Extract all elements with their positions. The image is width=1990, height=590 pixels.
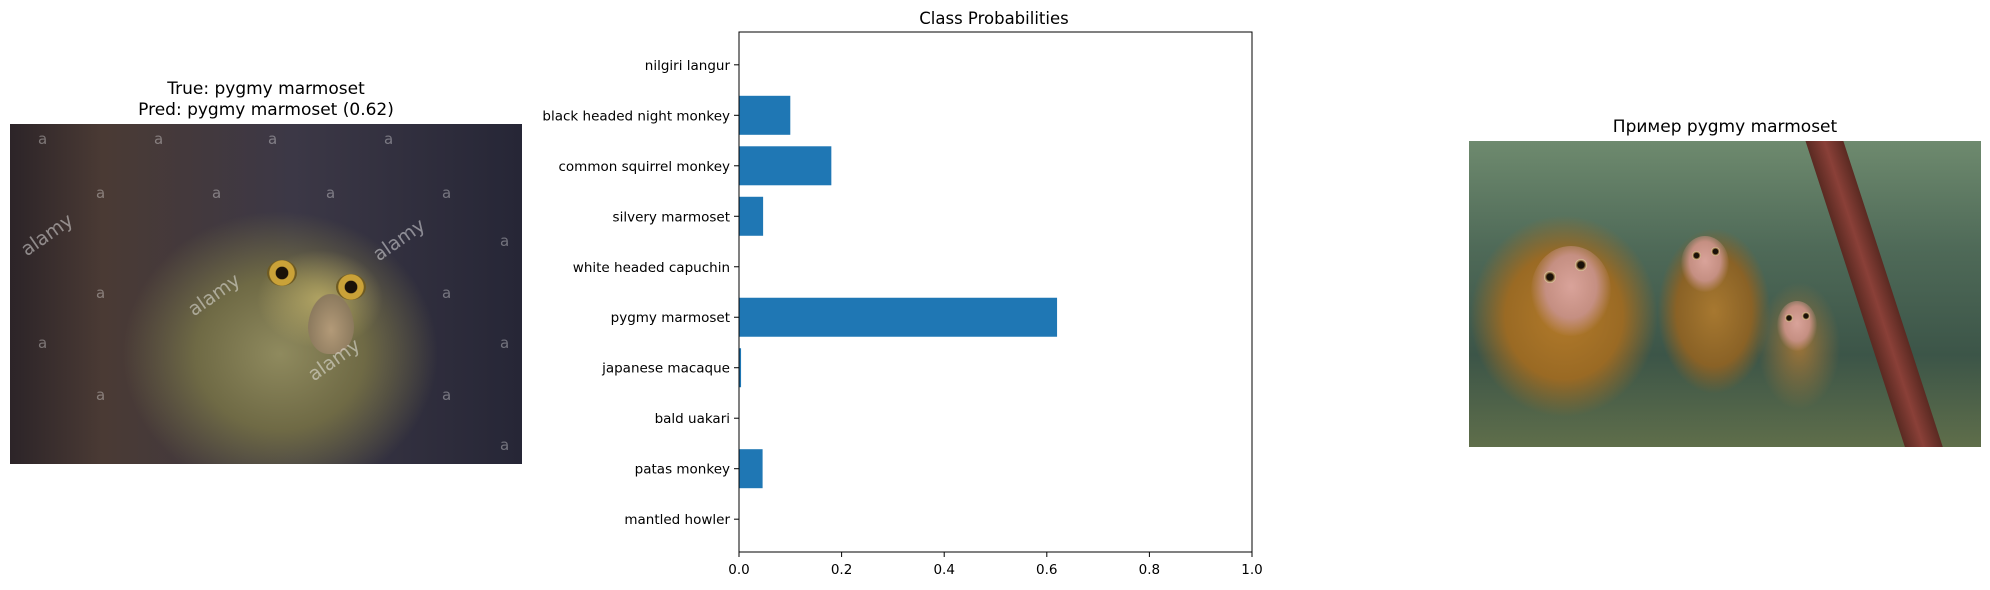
marmoset-nose <box>308 294 354 354</box>
marmoset-eye <box>1692 251 1701 260</box>
tree-branch <box>1799 141 1951 447</box>
marmoset-eye <box>1711 247 1720 256</box>
bar-black-headed-night-monkey <box>739 95 791 135</box>
watermark-letter: a <box>500 436 510 454</box>
marmoset-eye <box>1785 314 1793 322</box>
watermark-letter: a <box>326 184 336 202</box>
watermark-letter: a <box>442 386 452 404</box>
x-tick-label: 1.0 <box>1241 562 1262 578</box>
marmoset-face <box>1531 246 1611 336</box>
input-image: alamy alamy alamy alamy a a a a a a a a … <box>10 124 522 464</box>
bar-common-squirrel-monkey <box>739 146 832 186</box>
marmoset-eye <box>1802 312 1810 320</box>
watermark-letter: a <box>500 232 510 250</box>
watermark-letter: a <box>96 184 106 202</box>
bars-layer <box>739 95 1058 489</box>
watermark-letter: a <box>96 386 106 404</box>
bar-patas-monkey <box>739 449 763 489</box>
y-tick-label: japanese macaque <box>601 361 730 377</box>
watermark-letter: a <box>154 130 164 148</box>
y-tick-label: silvery marmoset <box>613 209 730 225</box>
marmoset-eye <box>1544 271 1556 283</box>
bar-silvery-marmoset <box>739 196 764 236</box>
marmoset-eye <box>1575 259 1587 271</box>
watermark-letter: a <box>442 284 452 302</box>
example-image <box>1469 141 1981 447</box>
pred-label: Pred: pygmy marmoset (0.62) <box>138 100 394 120</box>
x-tick-label: 0.2 <box>831 562 852 578</box>
chart-title: Class Probabilities <box>919 9 1068 28</box>
x-tick-label: 0.0 <box>728 562 749 578</box>
marmoset-left-eye <box>267 260 297 286</box>
x-tick-label: 0.4 <box>933 562 954 578</box>
y-tick-label: bald uakari <box>655 411 730 427</box>
marmoset-right-eye <box>336 274 366 300</box>
left-panel-title: True: pygmy marmoset Pred: pygmy marmose… <box>10 79 522 121</box>
bar-japanese-macaque <box>739 348 742 388</box>
y-tick-label: nilgiri langur <box>645 58 731 74</box>
watermark-letter: a <box>442 184 452 202</box>
watermark-letter: a <box>38 130 48 148</box>
watermark-letter: a <box>96 284 106 302</box>
watermark-letter: a <box>38 334 48 352</box>
y-tick-label: pygmy marmoset <box>611 310 730 326</box>
y-tick-label: mantled howler <box>624 512 730 528</box>
example-title: Пример pygmy marmoset <box>1612 117 1838 137</box>
x-tick-label: 0.6 <box>1036 562 1057 578</box>
y-tick-label: black headed night monkey <box>542 108 730 124</box>
watermark-letter: a <box>384 130 394 148</box>
y-tick-label: patas monkey <box>635 462 730 478</box>
axis-layer: mantled howler patas monkey bald uakari jap… <box>542 58 1262 578</box>
watermark-letter: a <box>500 334 510 352</box>
watermark-letter: a <box>268 130 278 148</box>
bar-pygmy-marmoset <box>739 297 1058 337</box>
watermark-letter: a <box>212 184 222 202</box>
y-tick-label: white headed capuchin <box>573 260 730 276</box>
x-tick-label: 0.8 <box>1139 562 1160 578</box>
plot-frame <box>738 31 1253 553</box>
marmoset-face <box>1681 236 1729 292</box>
marmoset-face <box>1777 301 1817 351</box>
y-tick-label: common squirrel monkey <box>558 159 730 175</box>
true-label: True: pygmy marmoset <box>167 79 365 99</box>
